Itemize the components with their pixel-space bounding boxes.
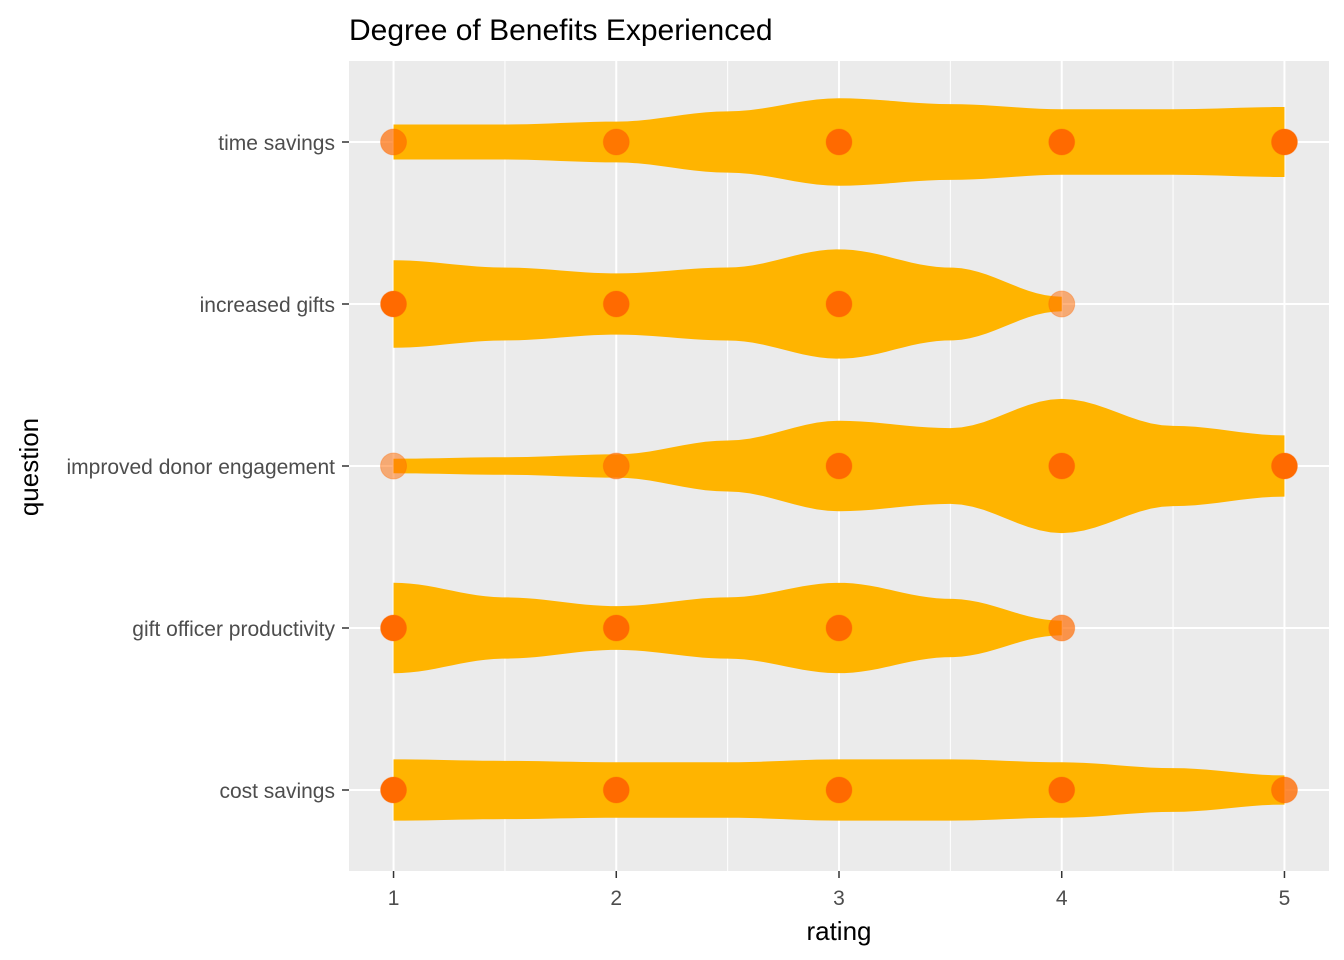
data-point xyxy=(1048,290,1076,318)
data-point xyxy=(1048,452,1076,480)
data-point xyxy=(825,452,853,480)
data-point xyxy=(380,290,408,318)
data-point xyxy=(602,128,630,156)
y-axis: time savings increased gifts improved dono… xyxy=(66,132,349,803)
y-tick-label: time savings xyxy=(218,132,335,155)
y-axis-title: question xyxy=(14,418,44,516)
data-point xyxy=(380,776,408,804)
data-point xyxy=(380,452,408,480)
data-point xyxy=(1270,128,1298,156)
data-point xyxy=(380,128,408,156)
data-point xyxy=(825,128,853,156)
data-point xyxy=(1048,128,1076,156)
violin-shape xyxy=(393,249,1062,359)
x-tick-label: 3 xyxy=(833,887,845,910)
data-point xyxy=(1270,776,1298,804)
y-tick-label: cost savings xyxy=(219,780,335,803)
y-tick-label: improved donor engagement xyxy=(66,456,335,479)
data-point xyxy=(602,290,630,318)
violin-shape xyxy=(393,582,1062,674)
x-tick-label: 5 xyxy=(1279,887,1291,910)
data-point xyxy=(825,776,853,804)
x-axis-title: rating xyxy=(806,916,871,946)
data-point xyxy=(825,614,853,642)
data-point xyxy=(602,614,630,642)
data-point xyxy=(602,776,630,804)
data-point xyxy=(1048,776,1076,804)
points xyxy=(380,128,1298,804)
data-point xyxy=(1048,614,1076,642)
x-tick-label: 2 xyxy=(610,887,622,910)
y-tick-label: increased gifts xyxy=(200,294,335,317)
chart-title: Degree of Benefits Experienced xyxy=(349,14,773,47)
data-point xyxy=(825,290,853,318)
x-axis: 1 2 3 4 5 xyxy=(388,871,1291,910)
data-point xyxy=(1270,452,1298,480)
y-tick-label: gift officer productivity xyxy=(132,618,335,641)
x-tick-label: 1 xyxy=(388,887,400,910)
data-point xyxy=(602,452,630,480)
data-point xyxy=(380,614,408,642)
violins xyxy=(393,98,1285,821)
x-tick-label: 4 xyxy=(1056,887,1068,910)
